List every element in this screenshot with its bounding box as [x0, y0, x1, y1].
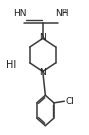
- Text: HI: HI: [6, 60, 16, 70]
- Text: N: N: [39, 68, 46, 77]
- Text: HN: HN: [14, 9, 27, 18]
- Text: 2: 2: [62, 9, 66, 14]
- Text: NH: NH: [55, 9, 68, 18]
- Text: N: N: [39, 33, 46, 42]
- Text: Cl: Cl: [65, 97, 74, 106]
